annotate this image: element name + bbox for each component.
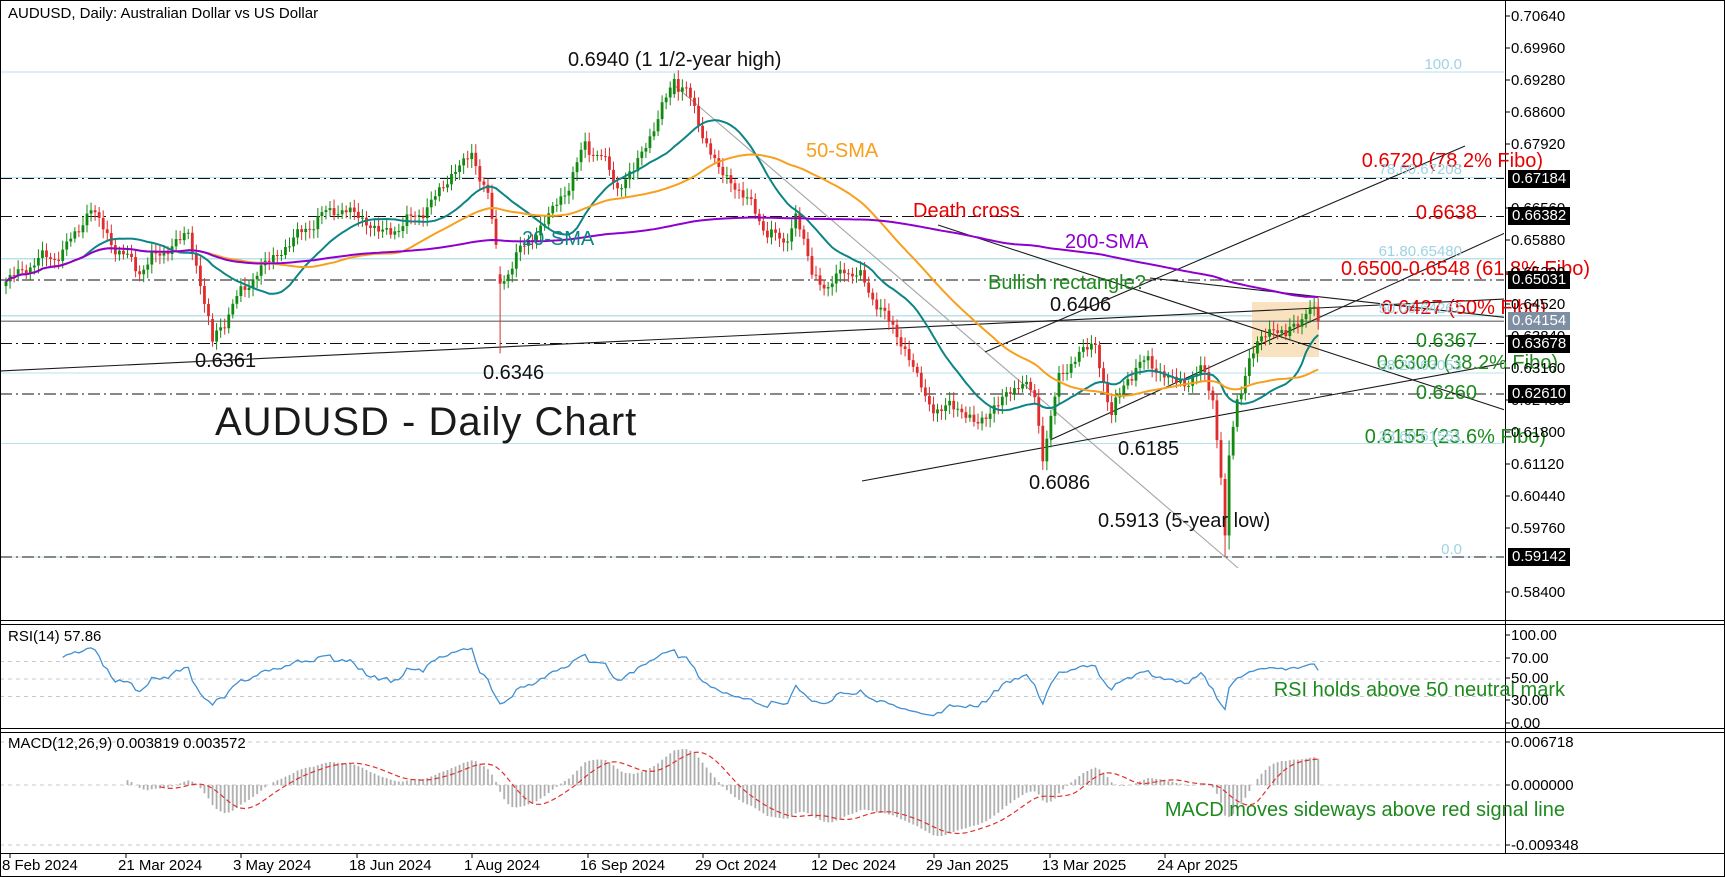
label-bullish-rectangle: Bullish rectangle? [988, 272, 1146, 294]
rsi-axis-tick: 0.00 [1511, 715, 1541, 732]
date-axis-label: 8 Feb 2024 [2, 857, 78, 874]
price-axis-tick: 0.65880 [1511, 232, 1566, 249]
label-20-sma: 20-SMA [522, 228, 595, 250]
price-axis-tick: 0.69960 [1511, 40, 1566, 57]
resistance-0-6427: 0.6427 (50% Fibo) [1381, 297, 1546, 319]
price-axis-tick: 0.64520 [1511, 296, 1566, 313]
fibo-level-label: 0.0 [1441, 541, 1462, 558]
macd-header: MACD(12,26,9) 0.003819 0.003572 [8, 735, 246, 752]
date-axis-label: 24 Apr 2025 [1157, 857, 1238, 874]
price-axis-tick: 0.61800 [1511, 424, 1566, 441]
price-axis-tick: 0.70640 [1511, 8, 1566, 25]
rsi-axis-tick: 70.00 [1511, 650, 1549, 667]
date-axis-label: 21 Mar 2024 [118, 857, 203, 874]
support-0-6260: 0.6260 [1415, 382, 1477, 404]
annotation-peak-high: 0.6940 (1 1/2-year high) [568, 49, 782, 71]
price-axis-tick: 0.63160 [1511, 360, 1566, 377]
price-axis-tick: 0.59760 [1511, 520, 1566, 537]
annotation-0-6346: 0.6346 [483, 362, 545, 384]
fibo-level-label: 50.00.64267 [1378, 300, 1462, 317]
annotation-0-6185: 0.6185 [1118, 438, 1180, 460]
price-axis-current-price-box: 0.64154 [1508, 312, 1571, 330]
fibo-level-label: 23.60.61551 [1378, 428, 1462, 445]
price-axis-tick: 0.68600 [1511, 104, 1566, 121]
annotation-0-6086: 0.6086 [1029, 472, 1091, 494]
date-axis-label: 12 Dec 2024 [811, 857, 897, 874]
price-axis-level-box: 0.62610 [1508, 385, 1571, 403]
price-axis-level-box: 0.66382 [1508, 207, 1571, 225]
rsi-header: RSI(14) 57.86 [8, 628, 102, 645]
annotation-0-6361: 0.6361 [195, 350, 257, 372]
price-axis-tick: 0.67920 [1511, 136, 1566, 153]
rsi-axis-tick: 30.00 [1511, 692, 1549, 709]
support-0-6155: 0.6155 (23.6% Fibo) [1364, 426, 1546, 448]
date-axis-label: 29 Oct 2024 [695, 857, 777, 874]
resistance-0-6720: 0.6720 (78.2% Fibo) [1361, 150, 1543, 172]
support-0-6367: 0.6367 [1415, 330, 1477, 352]
resistance-0-6638: 0.6638 [1415, 202, 1477, 224]
fibo-level-label: 78.60.67208 [1378, 161, 1462, 178]
price-axis-level-box: 0.67184 [1508, 170, 1571, 188]
rsi-axis-tick: 100.00 [1511, 627, 1557, 644]
annotation-0-6406: 0.6406 [1050, 294, 1112, 316]
price-axis-level-box: 0.65031 [1508, 271, 1571, 289]
macd-axis-tick: 0.000000 [1511, 777, 1574, 794]
label-200-sma: 200-SMA [1065, 231, 1149, 253]
date-axis-label: 16 Sep 2024 [580, 857, 666, 874]
label-50-sma: 50-SMA [806, 140, 879, 162]
price-axis-tick: 0.58400 [1511, 584, 1566, 601]
watermark-title: AUDUSD - Daily Chart [215, 400, 638, 444]
date-axis-label: 18 Jun 2024 [349, 857, 432, 874]
price-axis-level-box: 0.63678 [1508, 335, 1571, 353]
rsi-axis-tick: 50.00 [1511, 670, 1549, 687]
price-axis-tick: 0.61120 [1511, 456, 1565, 473]
fibo-level-label: 38.20.63053 [1378, 357, 1462, 374]
macd-note: MACD moves sideways above red signal lin… [1164, 799, 1565, 821]
annotation-5-year-low: 0.5913 (5-year low) [1098, 510, 1271, 532]
price-axis-tick: 0.69280 [1511, 72, 1566, 89]
macd-axis-tick: 0.006718 [1511, 734, 1574, 751]
label-death-cross: Death cross [913, 200, 1020, 222]
rsi-note: RSI holds above 50 neutral mark [1273, 679, 1565, 701]
price-axis-tick: 0.60440 [1511, 488, 1566, 505]
date-axis-label: 3 May 2024 [233, 857, 312, 874]
macd-axis-tick: -0.009348 [1511, 837, 1579, 854]
chart-title: AUDUSD, Daily: Australian Dollar vs US D… [8, 5, 319, 22]
date-axis-label: 29 Jan 2025 [926, 857, 1009, 874]
price-axis-level-box: 0.59142 [1508, 548, 1571, 566]
fibo-level-label: 100.0 [1424, 56, 1462, 73]
support-0-6300: 0.6300 (38.2% Fibo) [1376, 352, 1558, 374]
date-axis-label: 13 Mar 2025 [1042, 857, 1127, 874]
fibo-level-label: 61.80.65480 [1378, 243, 1462, 260]
date-axis-label: 1 Aug 2024 [464, 857, 540, 874]
